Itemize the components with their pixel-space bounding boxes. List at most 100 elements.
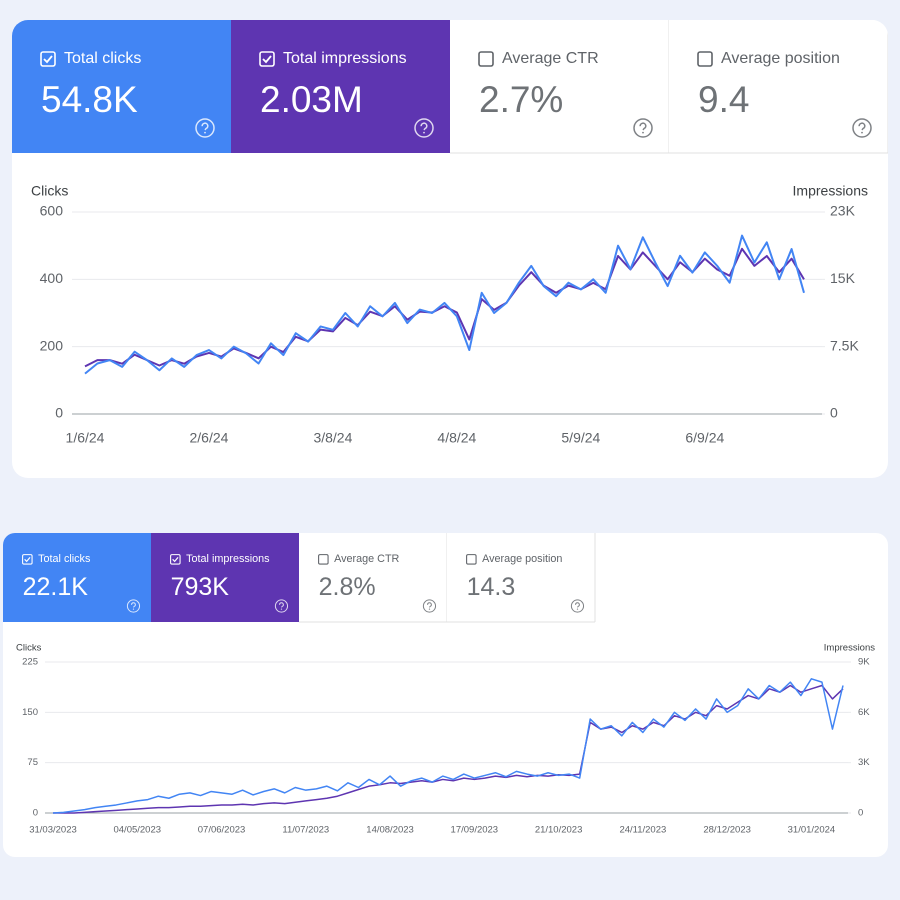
chart: Clicks Impressions 0 200 400 600 0 7.5K 15K 23K 1/… <box>31 183 868 446</box>
card-background <box>3 533 151 622</box>
series-line <box>53 684 844 814</box>
metric-label: Average position <box>721 50 840 67</box>
x-tick-label: 2/6/24 <box>189 430 228 446</box>
x-tick-label: 31/01/2024 <box>788 825 836 836</box>
y-tick-label: 225 <box>22 657 38 668</box>
x-tick-label: 5/9/24 <box>561 430 600 446</box>
card-background <box>450 20 669 153</box>
x-tick-label: 24/11/2023 <box>619 825 666 836</box>
metric-value: 14.3 <box>467 573 516 601</box>
help-icon-dot <box>576 608 579 610</box>
metric-card[interactable]: Total impressions 2.03M <box>231 20 450 153</box>
checkbox[interactable] <box>170 554 181 565</box>
metric-value: 9.4 <box>698 79 749 120</box>
metric-value: 54.8K <box>41 79 138 120</box>
help-icon-glyph <box>427 602 432 608</box>
metric-row: Total clicks 22.1K Total impressions 793K Av… <box>3 533 596 623</box>
y-axis-title: Clicks <box>16 643 42 654</box>
metric-card[interactable]: Total impressions 793K <box>151 533 299 622</box>
x-tick-label: 07/06/2023 <box>198 825 246 836</box>
help-icon[interactable] <box>126 599 141 613</box>
help-icon-glyph <box>279 602 284 608</box>
metric-row: Total clicks 54.8K Total impressions 2.03M A… <box>12 20 888 154</box>
y-tick-label: 75 <box>27 757 38 768</box>
help-icon[interactable] <box>570 599 585 613</box>
card-background <box>231 20 450 153</box>
card-background <box>447 533 595 622</box>
checkbox[interactable] <box>259 51 275 67</box>
y2-tick-label: 3K <box>858 757 870 768</box>
metric-label: Average position <box>482 553 562 565</box>
card-background <box>299 533 447 622</box>
help-icon-dot <box>428 608 431 610</box>
help-icon-dot <box>204 131 206 134</box>
help-icon-dot <box>861 131 863 134</box>
metric-label: Total clicks <box>38 553 91 565</box>
x-tick-label: 3/8/24 <box>313 430 352 446</box>
y2-tick-label: 15K <box>830 270 856 286</box>
checkmark <box>172 556 179 563</box>
metric-card[interactable]: Average CTR 2.8% <box>299 533 448 623</box>
metric-value: 2.7% <box>479 79 563 120</box>
y-tick-label: 600 <box>40 203 64 219</box>
metric-value: 2.8% <box>319 573 376 601</box>
series-line <box>52 678 844 814</box>
y2-axis-title: Impressions <box>793 183 868 199</box>
y2-tick-label: 6K <box>858 707 870 718</box>
help-icon-glyph <box>420 122 428 131</box>
metric-label: Total clicks <box>64 50 141 67</box>
y-tick-label: 0 <box>33 808 38 819</box>
x-tick-label: 11/07/2023 <box>282 825 329 836</box>
y-tick-label: 400 <box>40 270 64 286</box>
help-icon[interactable] <box>414 118 434 138</box>
metric-card[interactable]: Average position 14.3 <box>447 533 596 623</box>
metric-label: Total impressions <box>186 553 270 565</box>
content: Total clicks 54.8K Total impressions 2.03M A… <box>3 20 888 836</box>
help-icon-glyph <box>575 602 580 608</box>
y-tick-label: 200 <box>40 337 64 353</box>
help-icon-dot <box>132 608 135 610</box>
x-tick-label: 28/12/2023 <box>703 825 751 836</box>
metric-card[interactable]: Average CTR 2.7% <box>450 20 670 154</box>
y2-tick-label: 23K <box>830 203 856 219</box>
y-axis-title: Clicks <box>31 183 68 199</box>
y-tick-label: 0 <box>55 405 63 421</box>
series-line <box>84 247 805 368</box>
metric-value: 793K <box>171 573 230 601</box>
help-icon-dot <box>280 608 283 610</box>
checkbox[interactable] <box>318 554 329 565</box>
x-tick-label: 4/8/24 <box>437 430 476 446</box>
y2-tick-label: 0 <box>830 405 838 421</box>
y2-tick-label: 7.5K <box>830 337 859 353</box>
help-icon[interactable] <box>274 599 289 613</box>
metric-card[interactable]: Total clicks 22.1K <box>3 533 151 622</box>
help-icon[interactable] <box>852 118 872 138</box>
card-background <box>12 20 231 153</box>
help-icon-glyph <box>201 122 209 131</box>
y2-tick-label: 9K <box>858 657 870 668</box>
y2-axis-title: Impressions <box>824 643 875 654</box>
help-icon[interactable] <box>633 118 653 138</box>
checkbox[interactable] <box>22 554 33 565</box>
help-icon-glyph <box>858 122 866 131</box>
x-tick-label: 6/9/24 <box>685 430 724 446</box>
metric-label: Total impressions <box>283 50 407 67</box>
metric-card[interactable]: Total clicks 54.8K <box>12 20 231 153</box>
metric-card[interactable]: Average position 9.4 <box>669 20 888 154</box>
x-tick-label: 31/03/2023 <box>29 825 77 836</box>
help-icon[interactable] <box>422 599 437 613</box>
checkbox[interactable] <box>697 51 713 67</box>
help-icon[interactable] <box>195 118 215 138</box>
checkbox[interactable] <box>466 554 477 565</box>
x-tick-label: 1/6/24 <box>66 430 105 446</box>
checkbox[interactable] <box>40 51 56 67</box>
metric-label: Average CTR <box>502 50 599 67</box>
y-tick-label: 150 <box>22 707 38 718</box>
help-icon-glyph <box>131 602 136 608</box>
metric-value: 22.1K <box>23 573 89 601</box>
x-tick-label: 17/09/2023 <box>451 825 499 836</box>
chart: Clicks Impressions 0 75 150 225 0 3K 6K 9K 31/03/2… <box>16 643 875 836</box>
series-line <box>84 234 805 375</box>
checkbox[interactable] <box>478 51 494 67</box>
